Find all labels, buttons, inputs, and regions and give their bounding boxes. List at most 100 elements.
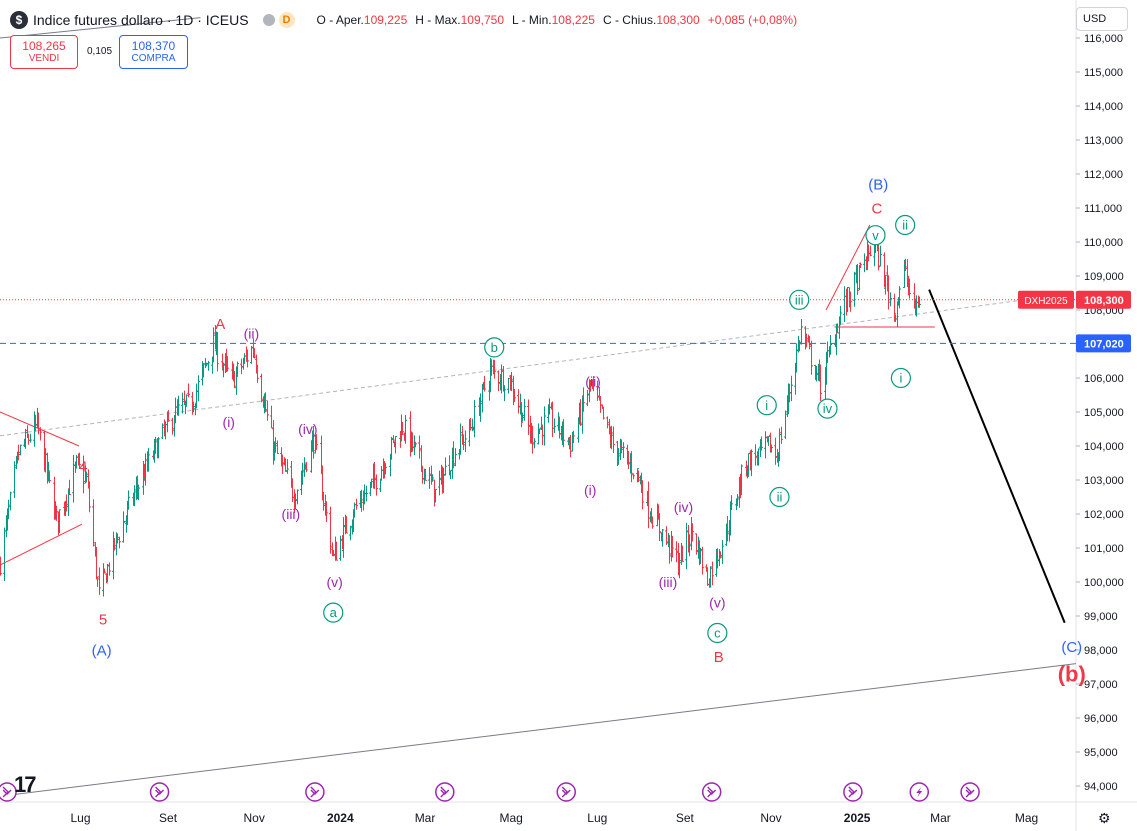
ohlc-low-label: L - Min. [512,13,552,27]
event-circle [960,782,980,802]
price-tick-label: 106,000 [1084,373,1124,385]
price-tick-label: 105,000 [1084,407,1124,419]
time-axis[interactable]: Lug Set Nov 2024 Mar Mag Lug Set Nov 2025 Mar Mag [70,811,1038,825]
wave-label: (v) [709,594,725,610]
wave-label-circle [769,486,790,508]
time-tick-label: Mar [930,811,951,825]
ohlc-open-label: O - Aper. [316,13,364,27]
wave-label-circle [890,367,912,389]
wave-label: 5 [99,612,107,629]
price-tick-label: 109,000 [1084,271,1124,283]
price-tick-label: 101,000 [1084,543,1124,555]
symbol-badge-label: DXH2025 [1024,296,1068,307]
arrow-icon [2,786,10,798]
wave-label: b [491,340,498,355]
chevron-icon [310,789,320,795]
arrow-icon [310,786,317,798]
event-icon[interactable] [305,782,325,802]
event-icon[interactable] [435,782,455,802]
price-tick-label: 116,000 [1084,33,1123,45]
time-tick-label: Lug [587,811,607,825]
spread-value: 0,105 [87,46,113,57]
delayed-data-badge[interactable]: D [278,12,295,28]
dollar-sign-icon[interactable]: $ [10,11,28,29]
ohlc-change-value: +0,085 (+0,08%) [707,13,798,27]
candles [0,234,921,597]
wave-label: a [330,605,338,620]
time-tick-label: 2025 [844,811,871,825]
arrow-icon [440,786,447,798]
currency-selector[interactable]: USD [1076,7,1128,31]
wave-label: iv [823,401,833,416]
ohlc-high-label: H - Max. [415,13,461,27]
wave-label: v [872,228,879,243]
wave-label-circle [817,398,838,419]
trendline [0,411,80,447]
chevron-icon [2,789,12,795]
gear-icon[interactable]: ⚙ [1098,810,1111,826]
event-icon[interactable] [701,782,722,802]
time-tick-label: Mag [1015,811,1038,825]
ohlc-close-value: 108,300 [656,13,700,27]
wave-label-circle [865,225,886,246]
sell-price: 108,265 [22,39,66,53]
wave-label: ii [902,218,908,233]
time-tick-label: Set [676,811,695,825]
events-bar[interactable] [0,782,980,802]
event-icon[interactable] [843,782,863,802]
ohlc-open-value: 109,225 [363,13,408,27]
wave-label: (b) [1058,662,1086,687]
arrow-icon [155,786,162,798]
wave-label: A [215,316,225,333]
ohlc-high-value: 109,750 [460,13,505,27]
symbol-title[interactable]: Indice futures dollaro · 1D · ICEUS [33,12,249,28]
price-tick-label: 94,000 [1084,781,1118,793]
wave-label: iii [795,292,804,307]
time-tick-label: 2024 [327,811,354,825]
event-icon[interactable] [556,782,576,802]
wave-label-circle [323,602,344,623]
sell-button[interactable]: 108,265 VENDI [10,35,78,69]
event-icon[interactable] [149,782,170,802]
arrow-icon [848,786,855,798]
price-tick-label: 112,000 [1084,169,1123,181]
time-tick-label: Mag [499,811,522,825]
buy-button[interactable]: 108,370 COMPRA [119,35,188,69]
ohlc-close-label: C - Chius. [602,13,657,27]
arrow-icon [707,786,714,798]
chevron-icon [707,789,717,795]
price-tick-label: 99,000 [1084,611,1118,623]
trendline [0,292,1077,437]
price-tick-label: 113,000 [1084,135,1123,147]
wave-label: (C) [1061,639,1082,656]
trendline [928,289,1066,624]
wave-label: (iii) [659,574,678,590]
price-tick-label: 104,000 [1084,441,1124,453]
wave-label: B [714,649,724,666]
chevron-icon [155,789,165,795]
buy-price: 108,370 [131,39,176,53]
chart-legend: $ Indice futures dollaro · 1D · ICEUS D … [10,9,805,31]
time-tick-label: Nov [244,811,265,825]
wave-label: (i) [584,482,596,498]
event-icon[interactable] [909,782,930,802]
chevron-icon [848,789,858,795]
price-tick-label: 111,000 [1084,203,1122,215]
price-tick-label: 110,000 [1084,237,1123,249]
wave-labels: 5 (A) 4 A (i) (ii) (iii) (iv) (v) a b (i) (ii) (iii) (… [79,176,1086,686]
wave-label: (iv) [674,499,693,515]
ohlc-values: O - Aper. 109,225 H - Max. 109,750 L - M… [317,13,806,27]
price-tick-label: 96,000 [1084,713,1118,725]
tradingview-logo[interactable]: 17 [14,772,37,797]
wave-label-circle [756,395,777,416]
buy-label: COMPRA [131,53,176,64]
event-icon[interactable] [960,782,980,802]
chevron-icon [440,789,450,795]
event-circle [435,782,455,802]
market-status-icon[interactable] [262,14,275,26]
support-price-badge [1076,334,1131,353]
trendline [0,663,1077,797]
event-icon[interactable] [0,782,17,802]
